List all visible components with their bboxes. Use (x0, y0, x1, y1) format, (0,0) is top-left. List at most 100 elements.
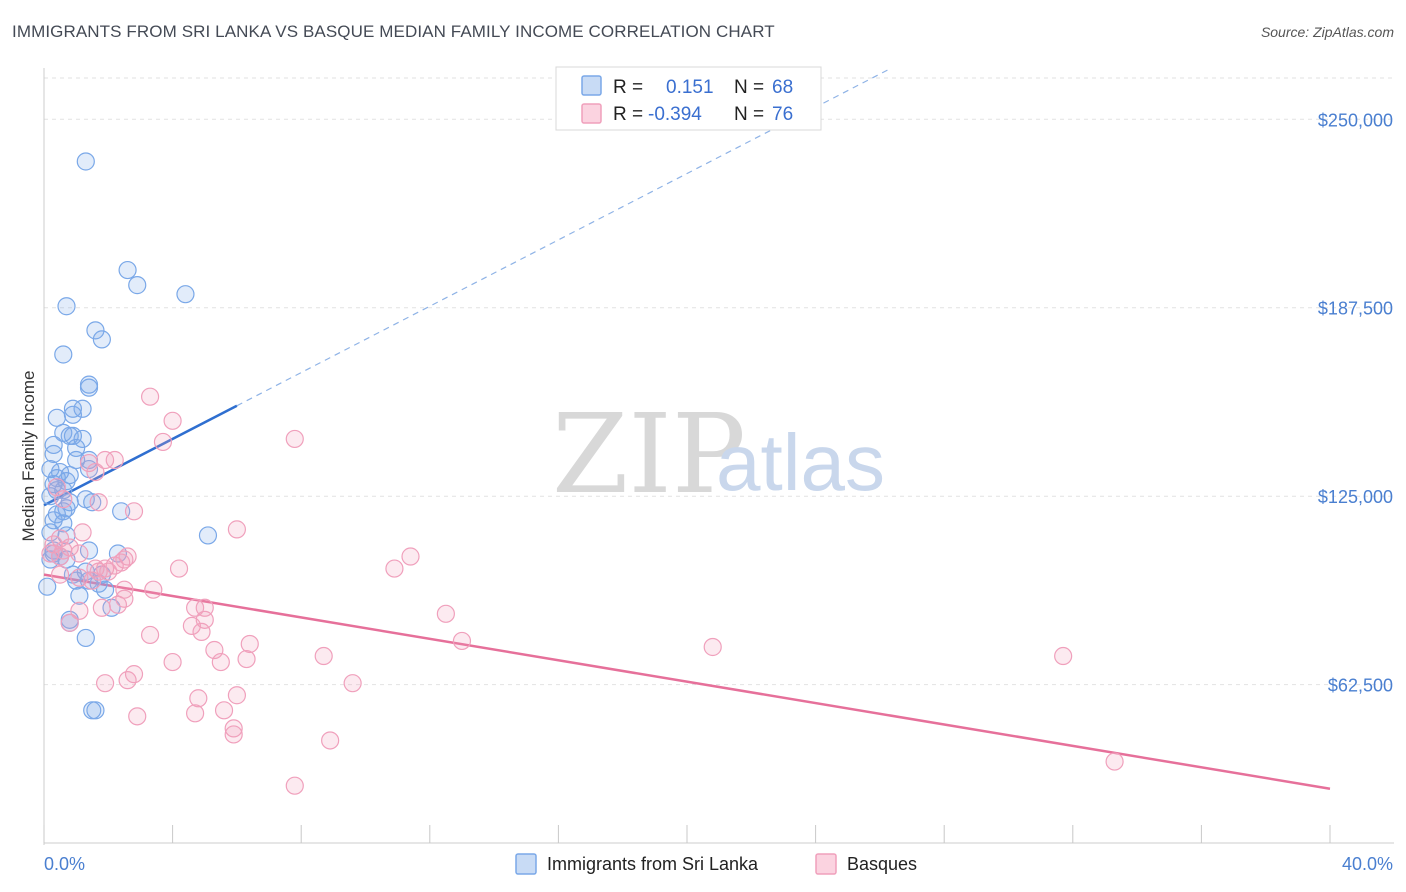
point-basques (163, 652, 182, 672)
point-basques (89, 562, 108, 581)
point-basques (108, 595, 128, 614)
point-sri-lanka (83, 493, 102, 512)
point-basques (140, 387, 160, 406)
point-sri-lanka (118, 260, 137, 280)
chart-source: Source: ZipAtlas.com (1260, 24, 1394, 40)
watermark: ZIP atlas (552, 390, 885, 518)
point-basques (86, 462, 105, 482)
point-basques (436, 604, 455, 623)
point-sri-lanka (76, 152, 95, 171)
point-sri-lanka (86, 321, 105, 340)
stats-legend: R = 0.151 N = 68 R = -0.394 N = 76 (555, 66, 822, 131)
point-basques (144, 580, 163, 599)
point-sri-lanka (57, 297, 76, 316)
series-legend-label-basques: Basques (847, 854, 917, 874)
axes (43, 68, 1394, 845)
x-tick-label-min: 0.0% (44, 854, 85, 874)
series-legend-swatch-basques (815, 853, 837, 875)
point-basques (128, 707, 147, 726)
point-basques (224, 725, 243, 744)
point-sri-lanka (112, 502, 131, 521)
point-basques (70, 544, 89, 563)
series-legend-label-sri-lanka: Immigrants from Sri Lanka (547, 854, 759, 874)
point-sri-lanka (73, 399, 92, 418)
point-basques (211, 652, 230, 672)
point-sri-lanka (54, 514, 73, 533)
point-sri-lanka (79, 378, 99, 397)
point-basques (105, 450, 124, 470)
point-basques (182, 616, 201, 635)
point-basques (401, 547, 420, 566)
point-sri-lanka (73, 429, 92, 449)
point-basques (163, 411, 182, 430)
point-basques (214, 701, 234, 720)
series-legend: Immigrants from Sri Lanka Basques (515, 853, 917, 875)
legend-n-value-1: 68 (772, 77, 793, 98)
point-basques (189, 689, 208, 708)
point-basques (285, 429, 304, 449)
point-basques (83, 571, 102, 590)
point-basques (115, 550, 134, 569)
point-sri-lanka (176, 285, 195, 304)
trend-line-sri-lanka (43, 404, 238, 507)
point-sri-lanka (44, 444, 63, 464)
point-basques (169, 559, 189, 578)
point-sri-lanka (70, 586, 89, 605)
point-basques (321, 731, 340, 750)
point-basques (54, 490, 73, 509)
point-basques (73, 523, 92, 542)
legend-swatch-sri-lanka (581, 75, 602, 96)
y-tick-label: $62,500 (1328, 676, 1393, 696)
point-basques (240, 634, 259, 654)
point-sri-lanka (92, 330, 111, 349)
point-basques (285, 776, 304, 795)
legend-swatch-basques (581, 103, 602, 124)
legend-n-label-1: N = (734, 77, 764, 98)
point-basques (50, 565, 70, 584)
point-sri-lanka (63, 405, 83, 424)
point-basques (227, 686, 246, 705)
point-basques (703, 637, 722, 657)
y-tick-label: $250,000 (1318, 110, 1393, 130)
point-basques (227, 520, 246, 539)
data-points (38, 152, 1124, 795)
point-basques (385, 559, 404, 578)
y-tick-label: $125,000 (1318, 487, 1393, 507)
point-basques (124, 502, 144, 521)
point-sri-lanka (95, 580, 115, 599)
y-tick-labels: $62,500 $125,000 $187,500 $250,000 (1318, 110, 1393, 695)
x-tick-label-max: 40.0% (1342, 854, 1393, 874)
series-legend-swatch-sri-lanka (515, 853, 537, 875)
point-basques (314, 646, 333, 666)
legend-n-label-2: N = (734, 104, 764, 125)
chart-title: IMMIGRANTS FROM SRI LANKA VS BASQUE MEDI… (12, 22, 775, 41)
legend-n-value-2: 76 (772, 104, 793, 125)
x-tick-labels: 0.0% 40.0% (44, 854, 1393, 874)
y-axis-label: Median Family Income (19, 370, 38, 541)
point-sri-lanka (67, 571, 86, 590)
point-basques (79, 453, 99, 473)
point-sri-lanka (63, 399, 83, 418)
watermark-zip: ZIP (552, 390, 746, 518)
trend-line-sri-lanka-projection (236, 67, 892, 407)
legend-r-label-1: R = (613, 77, 643, 98)
point-basques (92, 598, 111, 617)
point-sri-lanka (47, 408, 66, 427)
point-basques (1105, 752, 1124, 771)
point-basques (237, 649, 256, 669)
point-basques (99, 562, 118, 581)
legend-r-label-2: R = (613, 104, 643, 125)
point-sri-lanka (86, 701, 105, 720)
point-basques (60, 613, 79, 632)
trend-line-basques (43, 573, 1331, 790)
gridlines (44, 77, 1394, 686)
legend-r-value-1: 0.151 (666, 77, 714, 98)
point-basques (70, 601, 89, 620)
watermark-atlas: atlas (716, 418, 885, 507)
point-basques (153, 432, 173, 452)
legend-r-value-2: -0.394 (648, 104, 702, 125)
point-basques (95, 674, 115, 693)
point-basques (186, 704, 205, 723)
point-basques (186, 598, 205, 617)
point-basques (89, 493, 108, 512)
